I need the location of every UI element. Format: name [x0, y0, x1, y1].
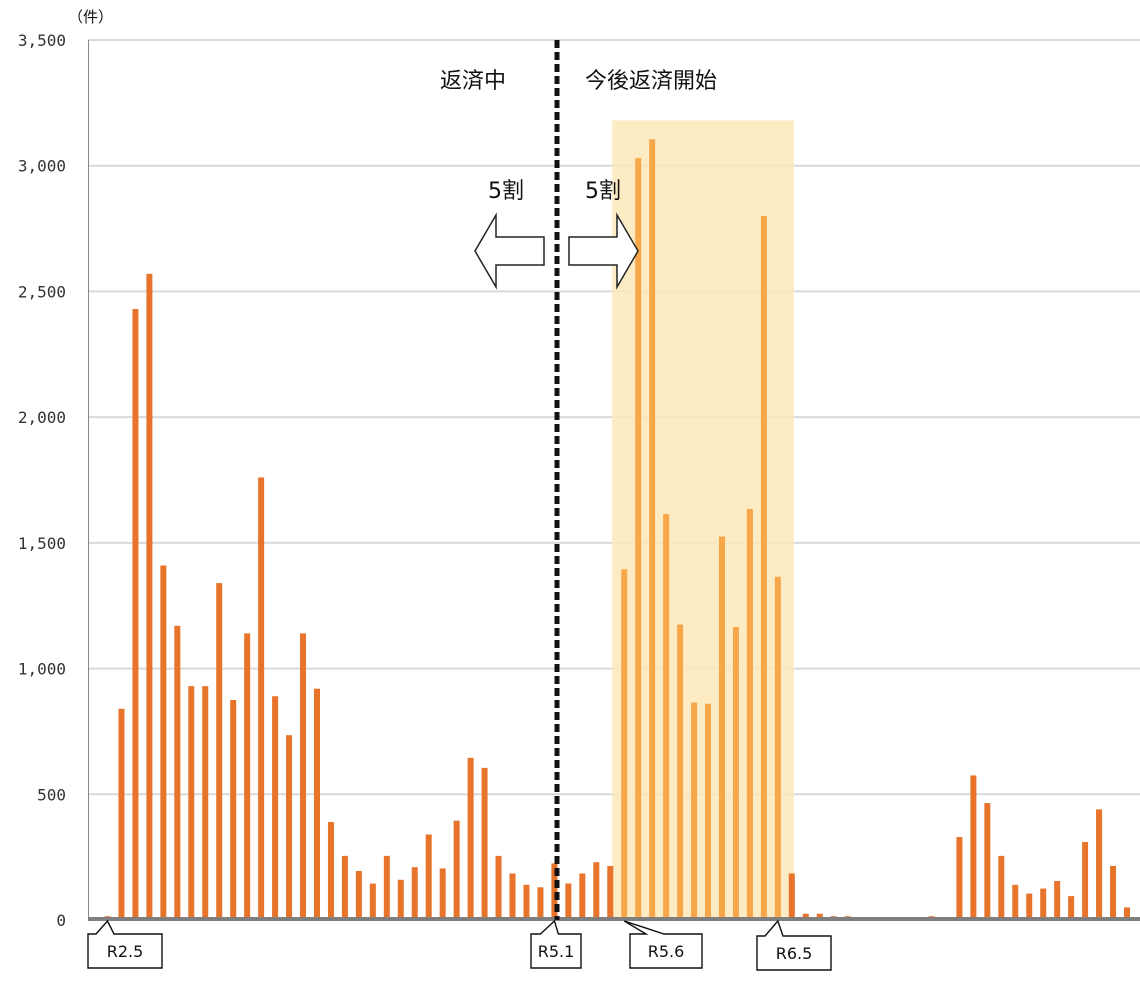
left-share-label: 5割: [488, 179, 524, 204]
bar: [705, 703, 712, 920]
callout-label: R2.5: [107, 942, 144, 961]
callout-R2-5: R2.5: [87, 919, 163, 969]
y-tick-label: 3,500: [18, 31, 66, 50]
bar: [160, 565, 167, 920]
bar: [635, 158, 642, 920]
callout-label: R5.6: [648, 942, 685, 961]
bar: [453, 820, 460, 920]
bar: [369, 883, 376, 920]
bar: [774, 576, 781, 920]
right-arrow-icon: [568, 212, 639, 290]
y-tick-label: 1,500: [18, 534, 66, 553]
bar: [300, 633, 307, 920]
bar: [355, 870, 362, 920]
y-tick-label: 0: [56, 911, 66, 930]
bar: [481, 767, 488, 920]
bar: [1054, 881, 1061, 920]
callout-box: [87, 919, 163, 969]
callout-R5-6: R5.6: [623, 920, 703, 969]
callout-box: [756, 919, 832, 971]
y-axis-unit-label: （件）: [68, 8, 113, 26]
repaying-label: 返済中: [440, 69, 506, 94]
bar: [397, 879, 404, 920]
bar: [509, 873, 516, 920]
bar: [411, 867, 418, 920]
bar: [537, 887, 544, 920]
bar: [174, 625, 181, 920]
bar: [313, 688, 320, 920]
bar: [956, 837, 963, 920]
bar: [1026, 893, 1033, 920]
date-callouts: R2.5 R5.1 R5.6 R6.5: [87, 919, 832, 971]
callout-label: R5.1: [538, 942, 575, 961]
bar: [216, 583, 223, 920]
bar: [551, 863, 558, 920]
bar: [1124, 907, 1130, 920]
bar: [146, 273, 153, 920]
bar: [970, 775, 977, 920]
callout-label: R6.5: [776, 944, 813, 963]
bar: [691, 702, 698, 920]
y-tick-label: 2,000: [18, 408, 66, 427]
bar: [1096, 809, 1103, 920]
bar: [565, 883, 572, 920]
bar: [802, 913, 809, 920]
bar: [593, 862, 600, 920]
bar: [523, 884, 530, 920]
bar: [383, 855, 390, 920]
callout-box: [623, 920, 703, 969]
bar: [258, 477, 265, 920]
bar: [202, 686, 209, 920]
bar: [1082, 842, 1089, 920]
bar: [677, 624, 684, 920]
bar: [621, 569, 628, 920]
bar: [467, 757, 474, 920]
bar: [425, 834, 432, 920]
bar: [244, 633, 251, 920]
bar-series: [104, 139, 1130, 921]
bar: [816, 913, 823, 920]
bar: [132, 309, 139, 920]
callout-R6-5: R6.5: [756, 919, 832, 971]
bar: [341, 855, 348, 920]
y-axis-tick-labels: 0 500 1,000 1,500 2,000 2,500 3,000 3,500: [18, 31, 66, 930]
bar: [998, 855, 1005, 920]
bar: [579, 873, 586, 920]
bar: [718, 536, 725, 920]
callout-box: [530, 919, 582, 969]
x-axis-line: [88, 917, 1140, 921]
y-tick-label: 2,500: [18, 282, 66, 301]
callout-R5-1: R5.1: [530, 919, 582, 969]
plot-frame-left: [88, 40, 89, 920]
bar: [495, 855, 502, 920]
bar: [230, 700, 237, 920]
bar: [607, 865, 614, 920]
bar: [1110, 865, 1117, 920]
y-tick-label: 3,000: [18, 157, 66, 176]
bar: [272, 696, 279, 920]
y-tick-label: 500: [37, 785, 66, 804]
bar: [649, 139, 656, 921]
bar: [732, 627, 739, 920]
right-share-label: 5割: [585, 179, 621, 204]
bar: [1040, 888, 1047, 920]
bar: [984, 803, 991, 920]
bar: [188, 686, 195, 920]
bar: [439, 868, 446, 920]
starting-repayment-label: 今後返済開始: [585, 69, 717, 94]
left-arrow-icon: [474, 212, 545, 290]
bar: [760, 216, 767, 920]
bar: [663, 513, 670, 920]
bar: [788, 873, 795, 920]
bar: [286, 735, 293, 920]
bar: [118, 708, 125, 920]
y-tick-label: 1,000: [18, 660, 66, 679]
bar: [327, 821, 334, 920]
bar: [1012, 884, 1019, 920]
bar: [746, 508, 753, 920]
bar: [1068, 896, 1075, 920]
